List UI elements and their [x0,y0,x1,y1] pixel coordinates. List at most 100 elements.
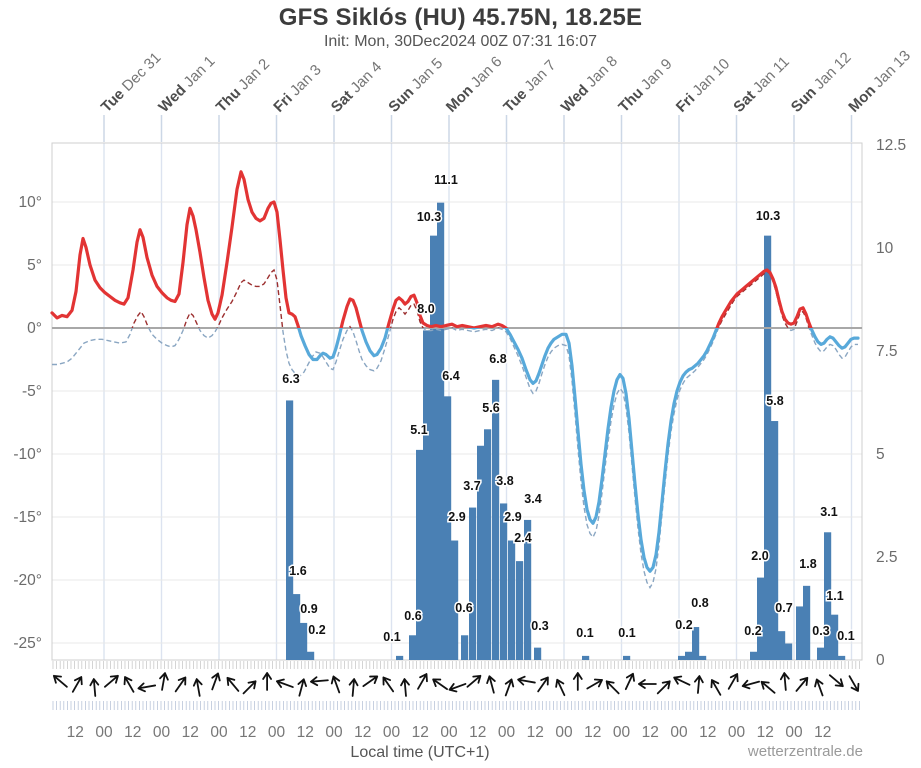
precip-bar [803,585,811,660]
precip-bar [685,651,693,660]
precip-bar [831,614,839,660]
x-axis-title: Local time (UTC+1) [350,744,490,761]
wind-arrow-icon [275,678,294,688]
temp-tick-label: -10° [13,446,42,463]
wind-arrow-icon [779,672,790,691]
wind-arrow-icon [624,672,635,691]
precip-bar [623,655,631,660]
wind-arrow-icon [555,678,566,697]
day-label: Tue Jan 7 [500,57,559,116]
wind-arrow-icon [297,678,307,697]
wind-arrow-icon [348,678,359,697]
precip-bar [838,655,846,660]
wind-direction-arrows [52,672,860,697]
wind-arrow-icon [727,673,739,690]
day-label: Thu Jan 9 [615,55,675,115]
time-tick-label: 12 [757,724,774,741]
precip-value-label: 0.3 [812,624,829,638]
precip-bars [286,202,846,660]
precip-value-label: 3.4 [524,492,541,506]
precip-bar [785,643,793,660]
precip-value-label: 10.3 [756,209,780,223]
wind-arrow-icon [262,672,273,691]
time-tick-label: 00 [613,724,631,741]
init-subtitle: Init: Mon, 30Dec2024 00Z 07:31 16:07 [323,33,598,50]
precip-value-label: 0.6 [404,609,421,623]
precip-bar [824,532,832,660]
time-tick-label: 00 [498,724,516,741]
day-label: Sun Jan 12 [788,49,855,116]
precip-bar [699,655,707,660]
day-label: Wed Jan 8 [558,53,621,116]
wind-arrow-icon [123,676,135,693]
precip-value-label: 0.2 [308,623,325,637]
wind-arrow-icon [656,680,671,695]
precip-bar [293,594,301,660]
precip-bar [286,400,294,660]
wind-arrow-icon [572,672,583,691]
wind-arrow-icon [710,679,722,696]
day-label: Mon Jan 6 [443,53,506,116]
wind-arrow-icon [432,678,448,691]
wind-arrow-icon [52,674,68,688]
time-tick-label: 00 [95,724,113,741]
precip-bar [300,622,308,660]
time-tick-label: 00 [210,724,228,741]
wind-arrow-icon [466,674,482,688]
x-axis-time-labels: 12 00 12 00 12 00 12 00 12 00 12 00 12 00 12 00 12 00 12 00… [67,724,832,741]
time-tick-label: 12 [584,724,601,741]
precip-bar [416,449,424,660]
page-title: GFS Siklós (HU) 45.75N, 18.25E [278,4,643,31]
left-axis-temp: 10° 5° 0° -5° -10° -15° -20° -25° [13,194,42,652]
precip-bar [508,540,516,660]
precip-tick-label: 0 [876,652,885,669]
precip-value-label: 1.6 [289,564,306,578]
precip-value-label: 6.3 [282,372,299,386]
wind-arrow-icon [448,683,467,693]
precip-value-label: 6.8 [489,352,506,366]
wind-arrow-icon [382,676,395,693]
precip-bar [764,235,772,660]
wind-arrow-icon [828,674,844,688]
temp-tick-label: -25° [13,635,42,652]
time-tick-label: 00 [728,724,746,741]
wind-arrow-icon [137,682,157,693]
precip-value-label: 1.1 [826,589,843,603]
precip-value-label: 1.8 [799,557,816,571]
wind-arrow-icon [848,675,860,692]
precip-value-label: 8.0 [417,302,434,316]
temp-tick-label: -20° [13,572,42,589]
precip-value-label: 10.3 [417,210,441,224]
precip-bar [750,651,758,660]
time-tick-label: 12 [699,724,716,741]
hour-tick-combs [52,661,860,710]
time-tick-label: 12 [297,724,314,741]
temperature-line [50,170,860,573]
precip-bar [678,655,686,660]
precip-bar [484,429,492,660]
wind-arrow-icon [638,679,657,689]
time-tick-label: 00 [325,724,343,741]
temp-tick-label: 5° [27,257,42,274]
wind-arrow-icon [330,675,341,694]
precip-bar [771,421,779,660]
precip-bar [757,577,765,660]
precip-value-label: 2.4 [514,531,531,545]
precip-value-label: 0.1 [576,626,593,640]
temp-tick-label: -15° [13,509,42,526]
precip-bar [492,379,500,660]
precip-bar [477,445,485,660]
precip-bar [692,627,700,660]
dewpoint-line [52,268,858,589]
precip-bar [469,507,477,660]
precip-value-label: 0.1 [618,626,635,640]
precip-bar [430,235,438,660]
time-tick-label: 00 [440,724,458,741]
precip-bar [444,396,452,660]
precip-tick-label: 7.5 [876,343,898,360]
time-tick-label: 12 [814,724,831,741]
precip-tick-label: 12.5 [876,137,906,154]
precip-value-label: 0.8 [691,596,708,610]
precip-bar [396,655,404,660]
